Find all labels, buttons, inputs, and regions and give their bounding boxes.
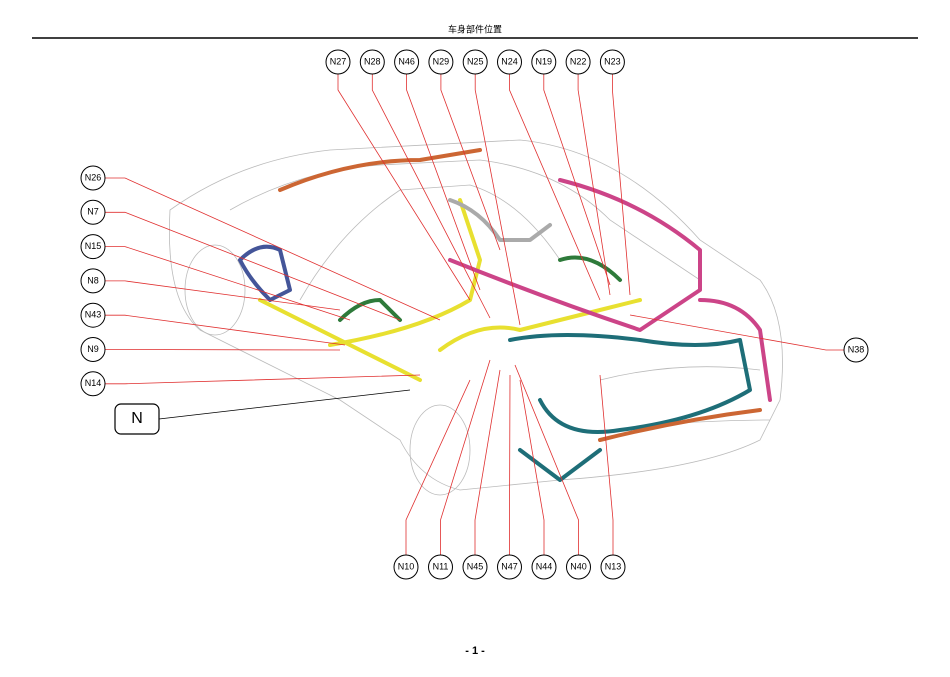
main-label-leader xyxy=(158,389,411,420)
callout-circle xyxy=(428,49,454,75)
callout-circle xyxy=(393,554,419,580)
leader-line xyxy=(519,379,545,567)
leader-line xyxy=(514,364,579,567)
callout-circle xyxy=(80,371,106,397)
callout-circle xyxy=(565,49,591,75)
leader-line xyxy=(474,369,501,567)
leader-line xyxy=(405,379,471,567)
callout-label: N23 xyxy=(604,56,621,66)
leader-line xyxy=(93,314,346,346)
leader-line xyxy=(93,374,421,385)
callout-label: N28 xyxy=(364,56,381,66)
callout-circle xyxy=(531,49,557,75)
leader-line xyxy=(509,374,511,567)
callout-label: N11 xyxy=(433,561,449,571)
callout-circle xyxy=(462,554,488,580)
callout-label: N40 xyxy=(570,561,587,571)
wiring xyxy=(238,148,772,482)
callout-label: N9 xyxy=(87,344,99,354)
callout-label: N46 xyxy=(398,56,415,66)
callout-circle xyxy=(359,49,385,75)
callout-label: N38 xyxy=(848,344,865,354)
callouts: N27 N28 N46 N29 N25 N24 N19 N22 N23 N26 N7 N15 N8 N43… xyxy=(80,49,869,580)
callout-label: N19 xyxy=(536,56,553,66)
leader-line xyxy=(371,62,491,319)
callout-label: N15 xyxy=(85,241,102,251)
leader-line xyxy=(93,349,341,351)
leader-lines xyxy=(93,62,856,567)
callout-label: N29 xyxy=(433,56,450,66)
callout-circle xyxy=(497,554,522,580)
main-label: N xyxy=(131,410,143,427)
header-title: 车身部件位置 xyxy=(448,23,502,34)
callout-label: N13 xyxy=(605,561,622,571)
callout-circle xyxy=(80,165,106,191)
callout-circle xyxy=(531,554,557,580)
callout-circle xyxy=(80,199,106,225)
callout-circle xyxy=(80,234,106,260)
callout-circle xyxy=(600,554,626,580)
callout-label: N45 xyxy=(467,561,484,571)
callout-label: N10 xyxy=(398,561,415,571)
callout-label: N26 xyxy=(85,172,102,182)
callout-circle xyxy=(462,49,488,75)
callout-circle xyxy=(80,337,106,362)
callout-label: N24 xyxy=(501,56,518,66)
callout-label: N25 xyxy=(467,56,484,66)
callout-circle xyxy=(599,49,625,75)
callout-circle xyxy=(566,554,591,580)
callout-label: N8 xyxy=(87,275,99,285)
leader-line xyxy=(337,62,471,301)
callout-label: N22 xyxy=(570,56,587,66)
callout-circle xyxy=(843,337,869,363)
callout-label: N43 xyxy=(85,310,102,320)
page-number: - 1 - xyxy=(465,645,485,657)
callout-circle xyxy=(428,554,453,580)
callout-label: N47 xyxy=(501,561,518,571)
callout-circle xyxy=(394,49,420,75)
callout-label: N44 xyxy=(536,561,553,571)
leader-line xyxy=(440,359,491,567)
callout-label: N27 xyxy=(330,56,347,66)
leader-line xyxy=(93,246,351,321)
car-outline xyxy=(169,139,783,496)
main-label-box: N xyxy=(114,389,411,435)
callout-circle xyxy=(325,49,351,75)
callout-label: N7 xyxy=(87,207,99,217)
callout-circle xyxy=(497,49,522,75)
leader-line xyxy=(599,374,614,567)
callout-label: N14 xyxy=(85,378,102,388)
leader-line xyxy=(612,62,631,296)
callout-circle xyxy=(80,268,106,294)
callout-circle xyxy=(80,302,106,328)
